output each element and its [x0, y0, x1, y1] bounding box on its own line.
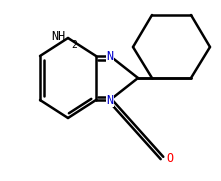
Text: N: N [107, 94, 114, 106]
Text: 2: 2 [71, 40, 77, 50]
Text: O: O [166, 151, 173, 165]
Text: N: N [107, 49, 114, 62]
Text: NH: NH [51, 30, 65, 43]
